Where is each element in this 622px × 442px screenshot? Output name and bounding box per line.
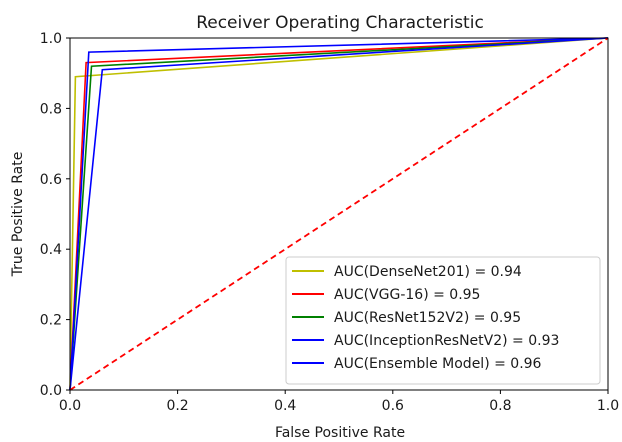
x-axis-label: False Positive Rate <box>275 425 405 441</box>
plot-frame <box>69 37 609 391</box>
y-axis-label: True Positive Rate <box>10 152 26 278</box>
x-tick-label: 0.0 <box>59 398 81 414</box>
x-tick-label: 0.6 <box>382 398 404 414</box>
y-tick-label: 0.2 <box>40 313 62 329</box>
series-line-5 <box>69 37 609 391</box>
legend-entry-label: AUC(Ensemble Model) = 0.96 <box>334 356 542 372</box>
y-tick-label: 0.8 <box>40 101 62 117</box>
y-tick-label: 0.6 <box>40 172 62 188</box>
legend-entry-label: AUC(VGG-16) = 0.95 <box>334 287 480 303</box>
legend-entry-label: AUC(InceptionResNetV2) = 0.93 <box>334 333 559 349</box>
x-tick-label: 0.4 <box>274 398 296 414</box>
y-tick-label: 1.0 <box>40 31 62 47</box>
reference-diagonal-line <box>69 37 609 391</box>
series-line-1 <box>69 37 609 391</box>
x-tick-label: 0.8 <box>489 398 511 414</box>
legend-box <box>285 256 601 385</box>
plot-area: 0.0 0.2 0.4 0.6 0.8 1.0 0.0 0.2 0.4 0.6 0.8 1.0 <box>40 31 619 414</box>
x-tick-label: 1.0 <box>597 398 619 414</box>
series-line-3 <box>69 37 609 391</box>
series-line-4 <box>69 37 609 391</box>
chart-title: Receiver Operating Characteristic <box>196 13 484 33</box>
legend-entry-label: AUC(DenseNet201) = 0.94 <box>334 264 522 280</box>
y-tick-label: 0.0 <box>40 383 62 399</box>
y-tick-label: 0.4 <box>40 242 62 258</box>
legend-entry-label: AUC(ResNet152V2) = 0.95 <box>334 310 521 326</box>
x-tick-label: 0.2 <box>166 398 188 414</box>
legend: AUC(DenseNet201) = 0.94 AUC(VGG-16) = 0.9… <box>285 256 601 385</box>
